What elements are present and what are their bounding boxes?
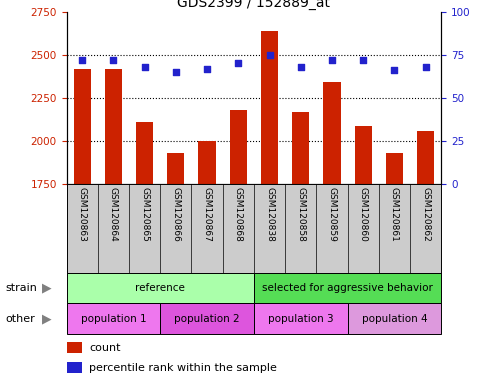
Bar	[199, 141, 215, 184]
Text: GSM120859: GSM120859	[327, 187, 336, 242]
Text: ▶: ▶	[42, 312, 52, 325]
Bar	[354, 126, 372, 184]
Text: count: count	[89, 343, 120, 353]
Text: strain: strain	[5, 283, 37, 293]
Point	[390, 67, 398, 73]
Text: GSM120866: GSM120866	[172, 187, 180, 242]
Point	[422, 64, 429, 70]
Point	[234, 60, 242, 66]
Bar	[386, 153, 403, 184]
Bar	[230, 110, 247, 184]
Bar	[160, 303, 254, 334]
Point	[141, 64, 148, 70]
Text: population 4: population 4	[361, 314, 427, 324]
Bar	[136, 122, 153, 184]
Text: population 1: population 1	[80, 314, 146, 324]
Text: GSM120864: GSM120864	[109, 187, 118, 242]
Bar	[105, 68, 122, 184]
Text: GSM120838: GSM120838	[265, 187, 274, 242]
Text: reference: reference	[135, 283, 185, 293]
Bar	[167, 153, 184, 184]
Bar	[67, 362, 81, 373]
Text: selected for aggressive behavior: selected for aggressive behavior	[262, 283, 433, 293]
Text: GSM120862: GSM120862	[421, 187, 430, 242]
Bar	[67, 342, 81, 353]
Text: GSM120861: GSM120861	[390, 187, 399, 242]
Bar	[323, 83, 341, 184]
Text: GSM120860: GSM120860	[359, 187, 368, 242]
Point	[172, 69, 180, 75]
Bar	[348, 303, 441, 334]
Point	[109, 57, 117, 63]
Bar	[254, 303, 348, 334]
Point	[328, 57, 336, 63]
Text: population 3: population 3	[268, 314, 334, 324]
Point	[78, 57, 86, 63]
Title: GDS2399 / 152889_at: GDS2399 / 152889_at	[177, 0, 330, 10]
Text: GSM120868: GSM120868	[234, 187, 243, 242]
Bar	[67, 303, 160, 334]
Bar	[261, 31, 278, 184]
Text: population 2: population 2	[174, 314, 240, 324]
Text: GSM120867: GSM120867	[203, 187, 211, 242]
Text: GSM120865: GSM120865	[140, 187, 149, 242]
Text: ▶: ▶	[42, 281, 52, 295]
Text: other: other	[5, 314, 35, 324]
Bar	[254, 273, 441, 303]
Point	[359, 57, 367, 63]
Point	[297, 64, 305, 70]
Text: GSM120863: GSM120863	[78, 187, 87, 242]
Point	[266, 51, 274, 58]
Bar	[73, 68, 91, 184]
Text: GSM120858: GSM120858	[296, 187, 305, 242]
Text: percentile rank within the sample: percentile rank within the sample	[89, 362, 277, 372]
Bar	[417, 131, 434, 184]
Bar	[67, 273, 254, 303]
Bar	[292, 112, 309, 184]
Point	[203, 65, 211, 71]
